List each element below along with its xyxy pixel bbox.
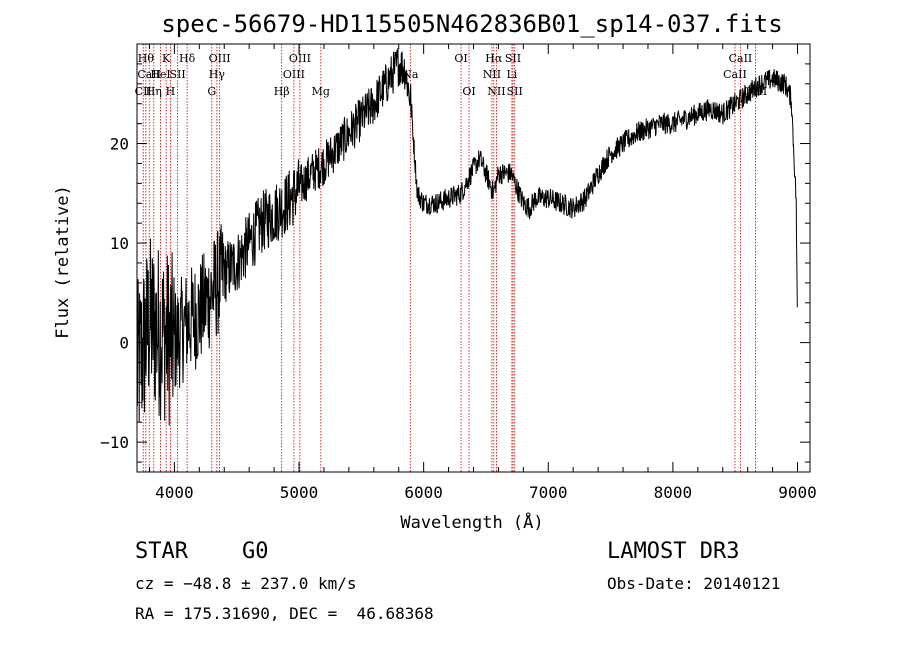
x-tick-label: 8000 xyxy=(654,483,693,502)
y-axis: −10 0 10 20 xyxy=(100,63,810,463)
spectral-line-label: Hα xyxy=(485,52,503,65)
spectral-line-label: CaII xyxy=(137,68,161,81)
spectral-line-label: SII xyxy=(507,85,523,98)
spectral-line-label: Li xyxy=(506,68,517,81)
y-axis-label: Flux (relative) xyxy=(53,185,73,339)
spectral-line-label: NII xyxy=(487,85,505,98)
spectral-line-label: Hδ xyxy=(179,52,196,65)
spectral-line-label: CaII xyxy=(729,52,753,65)
spectral-line-label: OI xyxy=(462,85,475,98)
spectral-line-label: Hγ xyxy=(209,68,226,81)
y-tick-label: −10 xyxy=(100,433,129,452)
y-tick-label: 0 xyxy=(119,334,129,353)
spectral-line-label: SII xyxy=(505,52,521,65)
spectral-line-label: Hβ xyxy=(274,85,290,98)
x-tick-label: 7000 xyxy=(529,483,568,502)
x-tick-label: 5000 xyxy=(280,483,319,502)
object-class: STAR xyxy=(135,539,188,564)
x-tick-label: 6000 xyxy=(404,483,443,502)
object-subclass: G0 xyxy=(242,539,269,564)
redshift-velocity: cz = −48.8 ± 237.0 km/s xyxy=(135,574,357,593)
spectral-line-label: CII xyxy=(135,85,152,98)
spectral-line-markers xyxy=(142,44,756,472)
spectral-line-label: K xyxy=(162,52,171,65)
spectral-line-labels: CII Hθ CaII Hη HeI K H SII Hδ G Hγ OIII Hβ OIII OIII Mg… xyxy=(135,52,768,98)
survey-label: LAMOST DR3 xyxy=(607,539,740,564)
spectral-line-label: Hθ xyxy=(138,52,155,65)
chart-title: spec-56679-HD115505N462836B01_sp14-037.f… xyxy=(161,10,782,38)
x-axis-label: Wavelength (Å) xyxy=(400,511,543,533)
x-tick-label: 4000 xyxy=(155,483,194,502)
spectral-line-label: H xyxy=(166,85,176,98)
spectral-line-label: Mg xyxy=(312,85,330,98)
y-tick-label: 20 xyxy=(110,135,129,154)
x-axis: 4000 5000 6000 7000 8000 9000 xyxy=(148,44,817,502)
spectrum-series-flux xyxy=(136,47,798,426)
spectral-line-label: SII xyxy=(170,68,186,81)
y-tick-label: 10 xyxy=(110,234,129,253)
spectral-line-label: OIII xyxy=(289,52,311,65)
spectral-line-label: OIII xyxy=(283,68,305,81)
spectral-line-label: HeI xyxy=(150,68,170,81)
spectral-line-label: NII xyxy=(483,68,501,81)
observation-date: Obs-Date: 20140121 xyxy=(607,574,781,593)
spectral-line-label: OIII xyxy=(209,52,231,65)
spectral-line-label: G xyxy=(207,85,216,98)
spectral-line-label: Hη xyxy=(146,85,162,98)
x-tick-label: 9000 xyxy=(778,483,817,502)
spectral-line-label: CaII xyxy=(723,68,747,81)
coordinates: RA = 175.31690, DEC = 46.68368 xyxy=(135,604,434,623)
spectral-line-label: OI xyxy=(454,52,467,65)
